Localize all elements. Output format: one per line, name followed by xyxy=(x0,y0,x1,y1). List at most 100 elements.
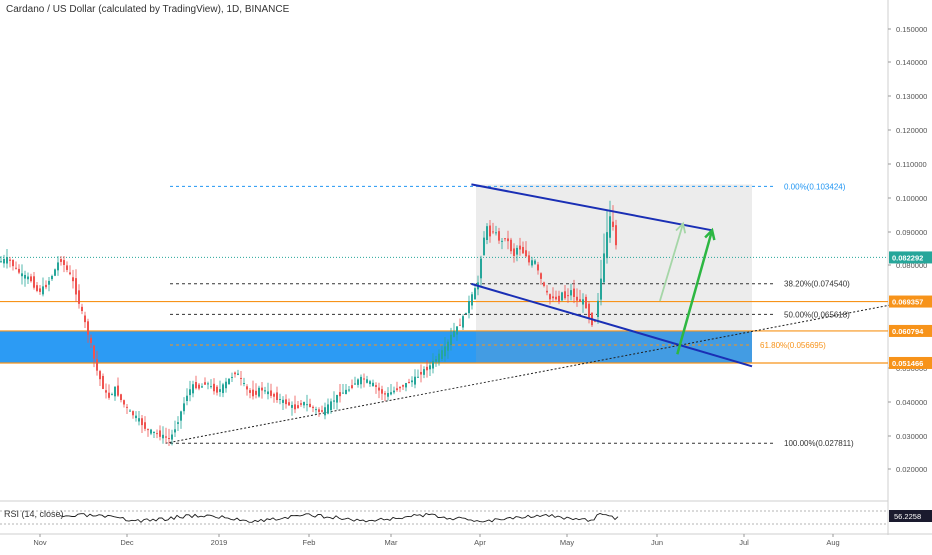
candle-body xyxy=(81,306,83,312)
price-tick-label: 0.080000 xyxy=(896,261,927,270)
price-axis-tag-label: 0.060794 xyxy=(892,327,924,336)
price-tick-label: 0.150000 xyxy=(896,25,927,34)
candle-body xyxy=(579,299,581,302)
candle-body xyxy=(402,385,404,387)
candle-body xyxy=(21,273,23,277)
price-tick-label: 0.020000 xyxy=(896,465,927,474)
price-tick-label: 0.140000 xyxy=(896,58,927,67)
candle-body xyxy=(408,381,410,384)
candle-body xyxy=(420,371,422,375)
candle-body xyxy=(192,384,194,394)
candle-body xyxy=(186,395,188,402)
candle-body xyxy=(459,324,461,326)
candle-body xyxy=(165,436,167,438)
candle-body xyxy=(516,247,518,255)
channel-upper-line xyxy=(471,183,713,232)
candle-body xyxy=(219,389,221,392)
candle-body xyxy=(582,299,584,305)
candle-body xyxy=(429,365,431,370)
projection-arrowhead xyxy=(704,227,716,241)
candle-body xyxy=(597,300,599,317)
candle-body xyxy=(57,262,59,271)
candle-body xyxy=(6,257,8,264)
candle-body xyxy=(270,390,272,396)
candle-body xyxy=(321,410,323,412)
candle-body xyxy=(348,389,350,391)
candle-body xyxy=(234,372,236,375)
candle-body xyxy=(576,296,578,301)
candle-body xyxy=(585,296,587,309)
candle-body xyxy=(609,216,611,238)
fib-level-label: 38.20%(0.074540) xyxy=(784,280,850,289)
time-tick-label: Mar xyxy=(385,538,398,547)
candle-body xyxy=(393,390,395,393)
rising-trendline xyxy=(165,300,912,444)
candle-body xyxy=(615,225,617,246)
candle-body xyxy=(132,411,134,416)
candle-body xyxy=(15,267,17,269)
candle-body xyxy=(528,255,530,263)
candle-body xyxy=(342,392,344,394)
candle-body xyxy=(69,272,71,275)
candle-body xyxy=(141,418,143,426)
candle-body xyxy=(150,429,152,434)
candle-body xyxy=(243,382,245,384)
candle-body xyxy=(537,264,539,271)
rsi-label: RSI (14, close) xyxy=(4,509,64,519)
candle-body xyxy=(612,221,614,227)
candle-body xyxy=(135,415,137,419)
candle-body xyxy=(501,240,503,242)
candle-body xyxy=(540,273,542,279)
candle-body xyxy=(567,295,569,297)
candle-body xyxy=(102,375,104,389)
candle-body xyxy=(222,384,224,394)
candle-body xyxy=(399,387,401,389)
price-axis-tag xyxy=(889,324,932,337)
candle-body xyxy=(282,399,284,403)
candle-body xyxy=(336,394,338,403)
candle-body xyxy=(144,422,146,429)
candle-body xyxy=(183,403,185,412)
candle-body xyxy=(210,386,212,388)
candle-body xyxy=(78,290,80,304)
candle-body xyxy=(291,405,293,408)
candle-body xyxy=(384,393,386,395)
candle-body xyxy=(564,291,566,299)
candle-body xyxy=(594,320,596,322)
time-tick-label: Dec xyxy=(120,538,134,547)
candle-body xyxy=(534,260,536,264)
candle-body xyxy=(309,403,311,408)
candle-body xyxy=(489,225,491,237)
candle-body xyxy=(198,384,200,389)
candle-body xyxy=(558,295,560,302)
candle-body xyxy=(288,402,290,406)
candle-body xyxy=(45,284,47,288)
candle-body xyxy=(117,385,119,396)
candle-body xyxy=(225,381,227,389)
candle-body xyxy=(249,390,251,393)
candle-body xyxy=(27,276,29,280)
time-tick-label: Aug xyxy=(826,538,839,547)
candle-body xyxy=(372,382,374,387)
candle-body xyxy=(9,259,11,261)
candle-body xyxy=(507,238,509,242)
candle-body xyxy=(42,286,44,295)
candle-body xyxy=(387,393,389,397)
candle-body xyxy=(345,389,347,394)
candle-body xyxy=(441,350,443,359)
candle-body xyxy=(546,290,548,293)
candle-body xyxy=(264,390,266,392)
price-axis-tag-label: 0.051466 xyxy=(892,359,923,368)
candle-body xyxy=(177,422,179,424)
price-tick-label: 0.130000 xyxy=(896,92,927,101)
candle-body xyxy=(96,359,98,371)
candle-body xyxy=(354,383,356,385)
candle-body xyxy=(405,382,407,388)
candle-body xyxy=(375,385,377,387)
candle-body xyxy=(570,290,572,296)
candle-body xyxy=(351,385,353,389)
candle-body xyxy=(531,260,533,266)
